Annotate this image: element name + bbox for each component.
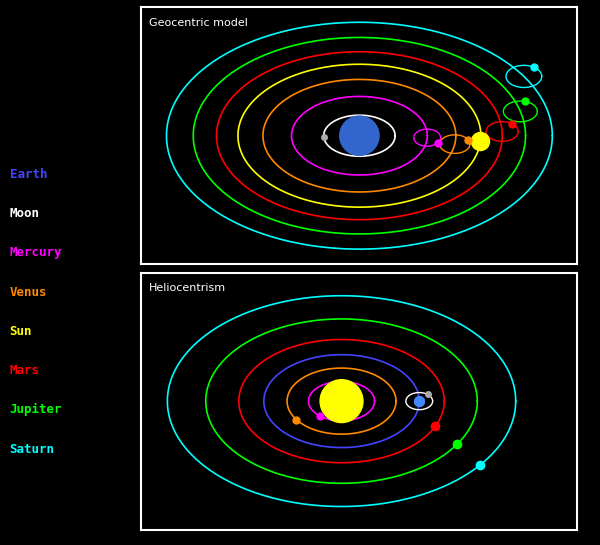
Text: Sun: Sun — [10, 325, 32, 338]
Text: Mercury: Mercury — [10, 246, 62, 259]
Text: Saturn: Saturn — [10, 443, 55, 456]
Text: Geocentric model: Geocentric model — [149, 18, 247, 28]
Text: Venus: Venus — [10, 286, 47, 299]
Text: Mars: Mars — [10, 364, 40, 377]
Circle shape — [340, 116, 379, 155]
Text: Moon: Moon — [10, 207, 40, 220]
Text: Earth: Earth — [10, 168, 47, 181]
Text: Heliocentrism: Heliocentrism — [149, 283, 226, 293]
Circle shape — [320, 380, 363, 422]
Text: Jupiter: Jupiter — [10, 403, 62, 416]
